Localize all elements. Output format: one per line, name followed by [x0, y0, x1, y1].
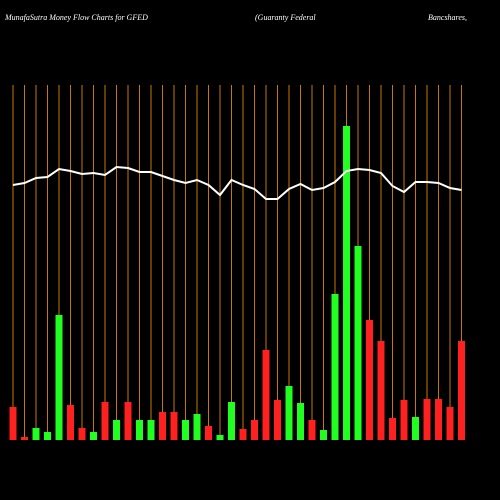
bar [32, 428, 40, 440]
bar [389, 418, 396, 440]
bar [159, 412, 166, 440]
bar [400, 400, 408, 440]
bar [101, 402, 109, 440]
bar [55, 315, 63, 440]
bar [297, 403, 304, 440]
bar [412, 417, 419, 440]
bar [458, 341, 465, 440]
bar [44, 432, 51, 440]
bar [78, 428, 86, 440]
bar [182, 420, 189, 440]
bar [90, 432, 97, 440]
bar [124, 402, 132, 440]
money-flow-line [12, 165, 462, 200]
bar [239, 429, 247, 440]
bar [354, 246, 362, 440]
bar [343, 126, 350, 440]
bar [136, 420, 143, 440]
bar [170, 412, 178, 440]
bar [435, 399, 442, 440]
chart-title: Bancshares, [428, 13, 467, 22]
bar [113, 420, 120, 440]
bar [285, 386, 293, 440]
bar [274, 400, 281, 440]
bar [366, 320, 373, 440]
bar [251, 420, 258, 440]
bar [228, 402, 235, 440]
bar [423, 399, 431, 440]
bar [320, 430, 327, 440]
bar [147, 420, 155, 440]
chart-title: (Guaranty Federal [255, 13, 316, 22]
bar [446, 407, 454, 440]
chart-title: MunafaSutra Money Flow Charts for GFED [4, 13, 148, 22]
bar [21, 437, 28, 440]
bar [205, 426, 212, 440]
bar [216, 435, 224, 440]
bar [193, 414, 201, 440]
bar [377, 341, 385, 440]
bar [262, 350, 270, 440]
bar [9, 407, 17, 440]
bar [67, 405, 74, 440]
bar [308, 420, 316, 440]
bar [331, 294, 339, 440]
